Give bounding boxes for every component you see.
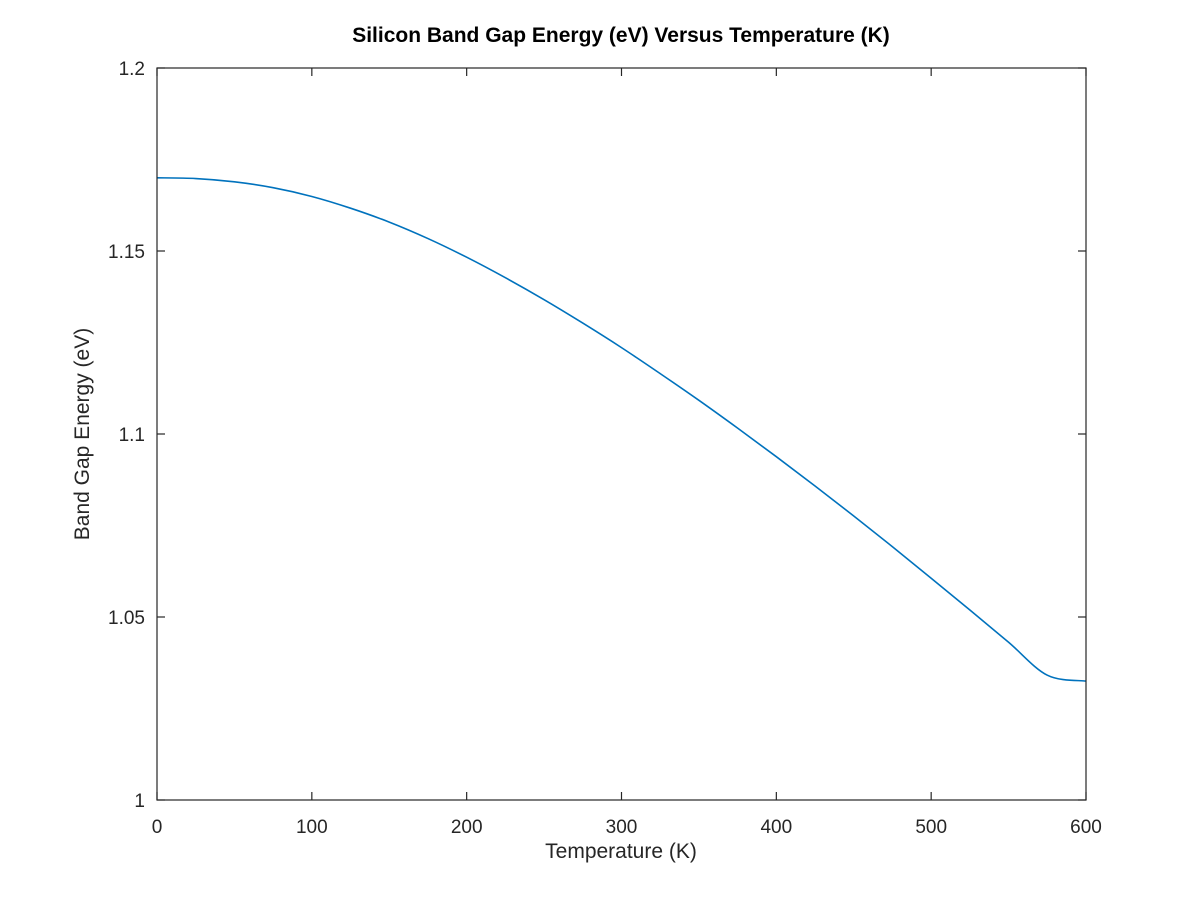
x-axis-ticks: 0 100 200 300 400 500 600 — [152, 68, 1102, 838]
y-tick-label: 1.2 — [119, 59, 145, 80]
y-axis-ticks: 1 1.05 1.1 1.15 1.2 — [108, 59, 1086, 812]
y-tick-label: 1 — [134, 791, 145, 812]
x-axis-label: Temperature (K) — [545, 840, 697, 863]
x-tick-label: 400 — [760, 817, 792, 838]
x-tick-label: 100 — [296, 817, 328, 838]
y-tick-label: 1.15 — [108, 242, 145, 263]
series-layer — [156, 177, 1087, 682]
series-line — [156, 177, 1087, 682]
x-tick-label: 500 — [915, 817, 947, 838]
y-tick-label: 1.1 — [119, 425, 145, 446]
x-tick-label: 300 — [606, 817, 638, 838]
x-tick-label: 0 — [152, 817, 163, 838]
chart-title: Silicon Band Gap Energy (eV) Versus Temp… — [352, 24, 890, 47]
x-tick-label: 600 — [1070, 817, 1102, 838]
y-tick-label: 1.05 — [108, 608, 145, 629]
x-tick-label: 200 — [451, 817, 483, 838]
plot-area — [157, 68, 1086, 800]
y-axis-label: Band Gap Energy (eV) — [71, 328, 94, 540]
